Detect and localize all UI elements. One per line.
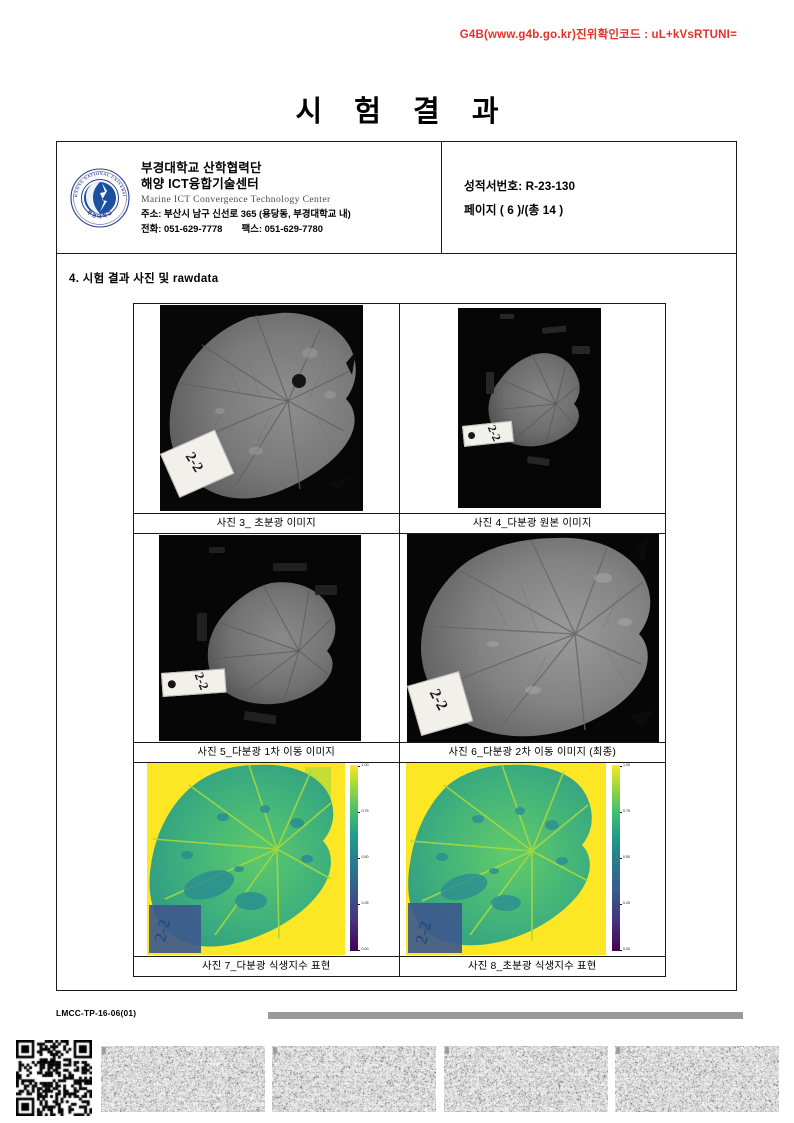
svg-text:2-2: 2-2 <box>150 917 174 944</box>
sample-tag-label-6: 2-2 <box>425 686 451 714</box>
organization-name-line2: 해양 ICT융합기술센터 <box>141 177 260 192</box>
phone-number: 051-629-7778 <box>163 222 223 234</box>
photo-cell-4: 2-2 사진 4_다분광 원본 이미지 <box>399 304 665 533</box>
colorbar-tick-label: 0.50 <box>623 855 630 859</box>
fax-number: 051-629-7780 <box>264 222 323 234</box>
photo-caption-7: 사진 7_다분광 식생지수 표현 <box>134 956 399 976</box>
colorbar-ticks: 1.00 0.75 0.50 0.25 0.00 <box>619 763 640 955</box>
organization-contact: 전화: 051-629-7778 팩스: 051-629-7780 <box>141 223 351 235</box>
photo-cell-5: 2-2 사진 5_다분광 1차 이동 이미지 <box>134 534 400 762</box>
form-code: LMCC-TP-16-06(01) <box>56 1008 137 1018</box>
svg-text:부경대학교: 부경대학교 <box>85 208 114 219</box>
watermark-strip <box>444 1046 608 1112</box>
organization-cell: PUKYONG NATIONAL UNIVERSITY 부경대학교 부경대학교 … <box>57 142 442 253</box>
photo-caption-6: 사진 6_다분광 2차 이동 이미지 (최종) <box>399 742 665 762</box>
colorbar-gradient <box>611 765 620 951</box>
colorbar-ticks: 1.00 0.75 0.50 0.25 0.00 <box>358 763 378 955</box>
sample-tag-label-4: 2-2 <box>484 422 504 444</box>
colorbar-tick-label: 0.50 <box>361 855 369 859</box>
certificate-number: 성적서번호: R-23-130 <box>464 180 576 193</box>
svg-text:2-2: 2-2 <box>411 919 435 946</box>
tag-hole-icon <box>467 431 475 440</box>
sample-tag-5: 2-2 <box>161 668 227 697</box>
photo-image-4: 2-2 <box>399 304 665 513</box>
watermark-strip <box>272 1046 436 1112</box>
hyperspectral-ndvi-image: 2-2 <box>405 763 606 955</box>
fax-label: 팩스: <box>241 222 262 234</box>
colorbar-tick-label: 0.75 <box>623 809 630 813</box>
organization-text-block: 부경대학교 산학협력단 해양 ICT융합기술센터 Marine ICT Conv… <box>141 160 351 235</box>
organization-name-english: Marine ICT Convergence Technology Center <box>141 193 331 205</box>
watermark-strip <box>101 1046 265 1112</box>
university-seal-icon: PUKYONG NATIONAL UNIVERSITY 부경대학교 <box>69 167 131 229</box>
colorbar-tick-label: 0.25 <box>623 901 630 905</box>
document-header-band: PUKYONG NATIONAL UNIVERSITY 부경대학교 부경대학교 … <box>57 142 736 254</box>
colorbar-tick-label: 0.00 <box>623 947 630 951</box>
colorbar-gradient <box>350 765 358 951</box>
tag-hole-icon <box>167 680 177 689</box>
photo-table-row: 2-2 사진 3_ 초분광 이미지 <box>134 304 665 534</box>
colorbar-tick-label: 1.00 <box>623 763 630 767</box>
colorbar-tick-label: 0.00 <box>361 947 369 951</box>
sample-tag-label-3: 2-2 <box>181 449 206 476</box>
ndvi-colorbar-8: 1.00 0.75 0.50 0.25 0.00 <box>611 763 640 955</box>
photo-table-row: 2-2 1.00 0.75 0.50 0.25 0.00 <box>134 763 665 976</box>
footer-separator-bar <box>268 1012 743 1019</box>
ndvi-colorbar-7: 1.00 0.75 0.50 0.25 0.00 <box>350 763 378 955</box>
photo-cell-3: 2-2 사진 3_ 초분광 이미지 <box>134 304 400 533</box>
colorbar-tick-label: 1.00 <box>361 763 369 767</box>
verification-qr-code <box>16 1040 92 1116</box>
photo-table-row: 2-2 사진 5_다분광 1차 이동 이미지 <box>134 534 665 763</box>
page-indicator: 페이지 ( 6 )/(총 14 ) <box>464 204 564 217</box>
photo-cell-8: 2-2 1.00 0.75 0.50 0.25 0.00 <box>399 763 665 976</box>
colorbar-tick-label: 0.75 <box>361 809 369 813</box>
multispectral-original-image <box>457 308 601 508</box>
photo-result-table: 2-2 사진 3_ 초분광 이미지 <box>133 303 666 977</box>
watermark-strip <box>615 1046 779 1112</box>
multispectral-ndvi-image: 2-2 <box>147 763 345 955</box>
photo-caption-3: 사진 3_ 초분광 이미지 <box>134 513 399 533</box>
multispectral-shift1-image <box>159 535 361 741</box>
photo-cell-6: 2-2 사진 6_다분광 2차 이동 이미지 (최종) <box>399 534 665 762</box>
photo-cell-7: 2-2 1.00 0.75 0.50 0.25 0.00 <box>134 763 400 976</box>
section-heading: 4. 시험 결과 사진 및 rawdata <box>69 273 219 285</box>
photo-caption-5: 사진 5_다분광 1차 이동 이미지 <box>134 742 399 762</box>
photo-image-7: 2-2 1.00 0.75 0.50 0.25 0.00 <box>134 763 399 956</box>
verification-code-text: G4B(www.g4b.go.kr)진위확인코드 : uL+kVsRTUNI= <box>459 29 737 41</box>
photo-image-3: 2-2 <box>134 304 399 513</box>
phone-label: 전화: <box>141 222 162 234</box>
photo-image-6: 2-2 <box>399 534 665 742</box>
hyperspectral-leaf-image <box>160 305 363 511</box>
colorbar-tick-label: 0.25 <box>361 901 369 905</box>
organization-address: 주소: 부산시 남구 신선로 365 (용당동, 부경대학교 내) <box>141 208 351 220</box>
multispectral-shift2-final-image <box>406 534 659 742</box>
sample-tag-label-5: 2-2 <box>191 670 213 692</box>
photo-image-8: 2-2 1.00 0.75 0.50 0.25 0.00 <box>399 763 665 956</box>
page-title: 시 험 결 과 <box>295 94 510 128</box>
photo-image-5: 2-2 <box>134 534 399 742</box>
certificate-info-cell: 성적서번호: R-23-130 페이지 ( 6 )/(총 14 ) <box>442 142 736 253</box>
document-frame: PUKYONG NATIONAL UNIVERSITY 부경대학교 부경대학교 … <box>56 141 737 991</box>
organization-name-line1: 부경대학교 산학협력단 <box>141 160 262 175</box>
photo-caption-8: 사진 8_초분광 식생지수 표현 <box>399 956 665 976</box>
photo-caption-4: 사진 4_다분광 원본 이미지 <box>399 513 665 533</box>
